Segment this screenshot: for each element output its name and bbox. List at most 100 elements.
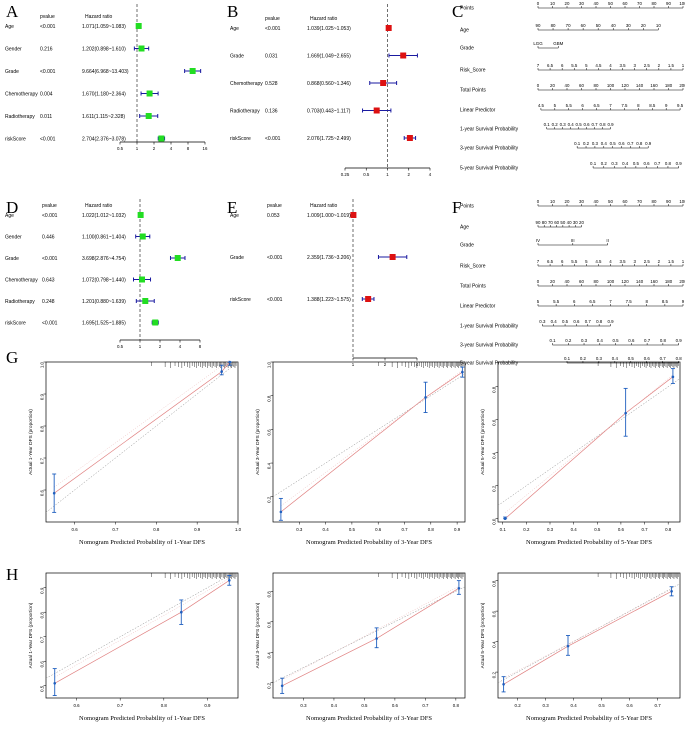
observed-point: [179, 610, 183, 614]
nomogram-tick-label: 200: [679, 279, 685, 284]
nomogram-tick-label: GBM: [553, 41, 563, 46]
x-axis-label: Nomogram Predicted Probability of 1-Year…: [79, 715, 205, 722]
row-pvalue: <0.001: [40, 137, 56, 143]
observed-point: [566, 644, 570, 648]
y-tick-label: 0.6: [492, 419, 497, 426]
observed-point: [279, 510, 283, 514]
hr-marker: [152, 319, 159, 326]
nomogram-tick-label: 0.8: [636, 141, 643, 146]
panel-letter-e: E: [227, 198, 238, 217]
row-pvalue: <0.001: [265, 26, 281, 32]
nomogram-row-label: Total Points: [460, 284, 486, 290]
nomogram-row-label: Risk_Score: [460, 264, 486, 270]
nomogram-tick-label: 0.2: [552, 122, 559, 127]
nomogram-tick-label: 0.6: [644, 356, 651, 361]
row-hazard-ratio: 1.009(1.000~1.019): [307, 213, 351, 219]
hr-marker: [380, 80, 387, 86]
calibration-plot-g3: 0.1 0.2 0.3 0.4 0.5 0.6 0.7 0.8 0.0 0.2 0.4 0.6 0.8 N…: [480, 361, 681, 546]
observed-point: [53, 681, 57, 685]
x-tick-label: 0.3: [543, 703, 550, 708]
nomogram-tick-label: 4: [609, 63, 612, 68]
x-tick-label: 1: [352, 362, 355, 367]
nomogram-tick-label: 30: [626, 23, 631, 28]
hazard-ratio-header: Hazard ratio: [310, 16, 337, 22]
nomogram-tick-label: 4.5: [538, 103, 545, 108]
y-tick-label: 0.8: [492, 580, 497, 587]
hr-marker: [400, 52, 407, 59]
calibration-plot-h2: 0.3 0.4 0.5 0.6 0.7 0.8 0.2 0.4 0.6 0.8 Nomogram P…: [255, 572, 466, 722]
nomogram-tick-label: 0.6: [628, 338, 635, 343]
nomogram-tick-label: 5.5: [571, 63, 578, 68]
nomogram-tick-label: 9: [665, 103, 668, 108]
hr-marker: [137, 212, 144, 218]
nomogram-tick-label: 3.5: [620, 259, 627, 264]
row-hazard-ratio: 1.611(1.115~2.328): [82, 114, 125, 120]
x-tick-label: 0.5: [117, 146, 124, 151]
nomogram-row-label: Points: [460, 6, 474, 12]
nomogram-tick-label: 0: [537, 279, 540, 284]
observed-point: [280, 684, 284, 688]
nomogram-tick-label: 10: [550, 1, 555, 6]
x-tick-label: 2: [408, 172, 411, 177]
x-tick-label: 2: [384, 362, 387, 367]
y-tick-label: 0.9: [40, 587, 45, 594]
calibration-plot-g2: 0.3 0.4 0.5 0.6 0.7 0.8 0.9 0.2 0.4 0.6 0.8 1.0 Nomo…: [255, 361, 466, 546]
nomogram-tick-label: 0.9: [607, 122, 614, 127]
nomogram-tick-label: 0.1: [590, 161, 597, 166]
row-pvalue: 0.528: [265, 81, 278, 87]
nomogram-tick-label: 0.3: [611, 161, 618, 166]
nomogram-tick-label: 0.5: [633, 161, 640, 166]
x-tick-label: 0.5: [117, 344, 124, 349]
nomogram-tick-label: 6: [573, 299, 576, 304]
row-hazard-ratio: 0.703(0.443~1.117): [307, 109, 351, 115]
nomogram-tick-label: 20: [641, 23, 646, 28]
y-tick-label: 0.8: [267, 395, 272, 402]
pvalue-header: pvalue: [40, 14, 55, 20]
x-tick-label: 2: [153, 146, 156, 151]
bias-corrected-curve: [280, 369, 463, 507]
x-tick-label: 0.4: [331, 703, 338, 708]
nomogram-tick-label: 160: [650, 279, 658, 284]
hr-marker: [138, 45, 145, 52]
row-label: Radiotherapy: [230, 109, 260, 115]
nomogram-tick-label: 0.4: [601, 141, 608, 146]
nomogram-tick-label: 50: [608, 199, 613, 204]
y-tick-label: 0.4: [492, 641, 497, 648]
x-axis-label: Nomogram Predicted Probability of 3-Year…: [306, 715, 432, 722]
y-tick-label: 0.8: [267, 591, 272, 598]
calibration-curve: [54, 580, 230, 684]
nomogram-tick-label: 20: [579, 220, 584, 225]
x-axis-label: Nomogram Predicted Probability of 5-Year…: [526, 715, 652, 722]
calibration-plot-h3: 0.2 0.3 0.4 0.5 0.6 0.7 0.2 0.4 0.6 0.8 Nomogram P…: [480, 572, 681, 722]
plot-frame: [272, 361, 466, 523]
nomogram-tick-label: 0.4: [622, 161, 629, 166]
nomogram-tick-label: 2: [658, 259, 661, 264]
x-tick-label: 0.6: [392, 703, 399, 708]
x-tick-label: 0.5: [363, 172, 370, 177]
observed-point: [502, 682, 505, 686]
nomogram-tick-label: 0.7: [644, 338, 651, 343]
y-tick-label: 0.4: [267, 463, 272, 470]
x-tick-label: 0.8: [428, 527, 435, 532]
nomogram-tick-label: 0.1: [544, 122, 551, 127]
row-hazard-ratio: 0.868(0.560~1.346): [307, 81, 351, 87]
nomogram-tick-label: 0.4: [551, 319, 558, 324]
panel-letter-g: G: [6, 348, 19, 367]
nomogram-tick-label: 7: [609, 299, 612, 304]
nomogram-row-label: Grade: [460, 46, 474, 52]
panel-letter-f: F: [452, 198, 462, 217]
nomogram-tick-label: 4.5: [595, 259, 602, 264]
row-pvalue: 0.216: [40, 47, 53, 53]
y-axis-label: Actual 3-Year DFS (proportion): [255, 602, 261, 668]
calibration-plot-h1: 0.6 0.7 0.8 0.9 0.5 0.6 0.7 0.8 0.9 Nomogram Pred…: [28, 572, 239, 722]
plot-frame: [497, 361, 681, 523]
nomogram-tick-label: 60: [579, 83, 584, 88]
row-label: Age: [230, 213, 239, 219]
y-tick-label: 0.2: [267, 496, 272, 503]
observed-point: [228, 360, 232, 364]
nomogram-tick-label: 3.5: [620, 63, 627, 68]
observed-point: [424, 396, 427, 399]
nomogram-row-label: Age: [460, 225, 469, 231]
nomogram-tick-label: 70: [548, 220, 553, 225]
y-tick-label: 0.9: [40, 393, 45, 400]
